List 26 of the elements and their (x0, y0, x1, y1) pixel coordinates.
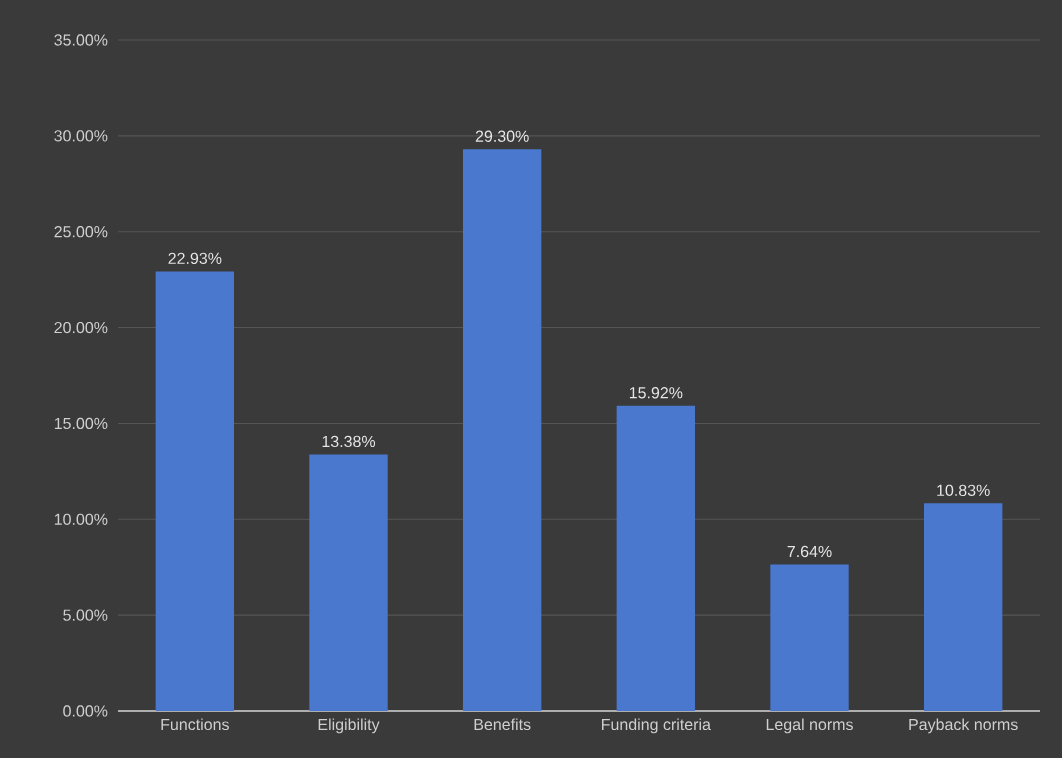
bar (923, 503, 1003, 711)
data-label: 29.30% (475, 130, 529, 142)
y-tick-label: 5.00% (63, 609, 108, 621)
data-label: 10.83% (937, 484, 990, 496)
y-tick-label: 0.00% (63, 705, 108, 717)
x-tick-label: Payback norms (909, 718, 1018, 734)
x-tick-label: Funding criteria (602, 718, 711, 734)
y-tick-label: 35.00% (54, 34, 108, 46)
bar (462, 149, 542, 711)
y-tick-label: 15.00% (54, 417, 108, 430)
x-tick-label: Eligibility (318, 718, 380, 734)
x-tick-label: Legal norms (766, 718, 853, 734)
y-tick-label: 20.00% (54, 321, 108, 334)
y-tick-label: 25.00% (54, 226, 108, 238)
y-tick-label: 10.00% (54, 513, 108, 525)
bar (770, 564, 849, 711)
data-label: 7.64% (787, 545, 832, 558)
data-label: 22.93% (168, 252, 222, 265)
data-label: 15.92% (629, 387, 683, 399)
bar (616, 405, 696, 711)
x-tick-label: Functions (161, 718, 229, 731)
bar (155, 271, 235, 711)
x-tick-label: Benefits (474, 718, 531, 731)
bar (309, 454, 388, 711)
data-label: 13.38% (322, 435, 376, 448)
y-tick-label: 30.00% (54, 130, 108, 142)
